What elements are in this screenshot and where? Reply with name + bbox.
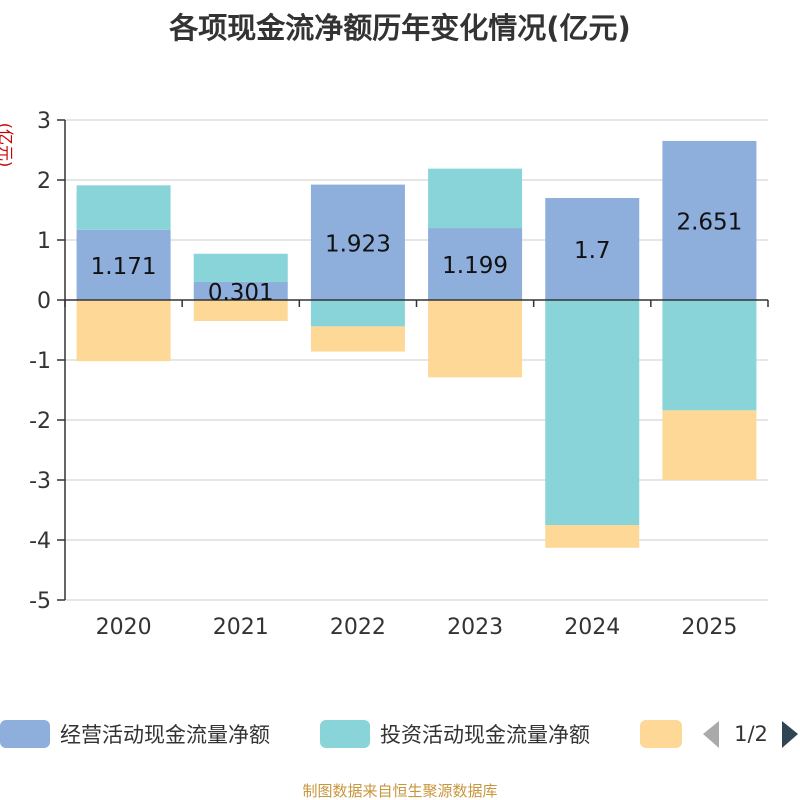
legend-label: 经营活动现金流量净额 xyxy=(60,723,270,747)
x-tick-label-2020: 2020 xyxy=(96,615,152,640)
bar-2022-series-0 xyxy=(310,184,405,300)
legend-prev-icon[interactable] xyxy=(703,721,719,748)
y-axis-label: (亿元) xyxy=(0,123,15,168)
bar-2025-series-2 xyxy=(662,410,757,480)
bar-2024-series-0 xyxy=(545,198,640,300)
y-tick-label: -5 xyxy=(29,589,51,614)
bar-2024-series-2 xyxy=(545,525,640,548)
data-label-2023: 1.199 xyxy=(442,253,508,279)
data-label-2021: 0.301 xyxy=(208,280,274,306)
y-tick-label: -4 xyxy=(29,529,51,554)
bars xyxy=(76,140,757,548)
x-tick-label-2021: 2021 xyxy=(213,615,269,640)
legend-item-1[interactable]: 投资活动现金流量净额 xyxy=(320,720,590,748)
source-note: 制图数据来自恒生聚源数据库 xyxy=(302,782,497,800)
bar-2021-series-2 xyxy=(193,300,288,321)
x-tick-label-2025: 2025 xyxy=(681,615,737,640)
y-tick-label: 2 xyxy=(37,169,51,194)
legend-label: 投资活动现金流量净额 xyxy=(380,723,590,747)
bar-2025-series-1 xyxy=(662,300,757,411)
legend: 经营活动现金流量净额 投资活动现金流量净额 1/2 xyxy=(0,720,798,748)
bar-2023-series-1 xyxy=(428,168,523,229)
legend-swatch xyxy=(320,720,370,748)
y-tick-label: -3 xyxy=(29,469,51,494)
data-labels: 1.171 0.301 1.923 1.199 1.7 2.651 xyxy=(91,209,743,306)
y-tick-label: -2 xyxy=(29,409,51,434)
data-label-2024: 1.7 xyxy=(574,238,611,264)
x-tick-label-2023: 2023 xyxy=(447,615,503,640)
y-tick-label: 0 xyxy=(37,289,51,314)
legend-item-2[interactable] xyxy=(640,720,682,748)
bar-2021-series-1 xyxy=(193,253,288,282)
bar-2020-series-0 xyxy=(76,229,171,300)
bar-2023-series-0 xyxy=(428,228,523,300)
legend-next-icon[interactable] xyxy=(782,721,798,748)
x-tick-label-2024: 2024 xyxy=(564,615,620,640)
legend-item-0[interactable]: 经营活动现金流量净额 xyxy=(0,720,270,748)
bar-2021-series-0 xyxy=(193,281,288,300)
y-tick-label: 1 xyxy=(37,229,51,254)
bar-2024-series-1 xyxy=(545,300,640,525)
bar-2022-series-1 xyxy=(310,300,405,327)
y-tick-label: -1 xyxy=(29,349,51,374)
data-label-2020: 1.171 xyxy=(91,254,157,280)
y-tick-label: 3 xyxy=(37,109,51,134)
bar-2023-series-2 xyxy=(428,300,523,378)
bar-2020-series-1 xyxy=(76,185,171,230)
chart-title: 各项现金流净额历年变化情况(亿元) xyxy=(168,11,631,45)
data-label-2022: 1.923 xyxy=(325,231,391,257)
legend-page: 1/2 xyxy=(734,722,768,746)
legend-swatch xyxy=(640,720,682,748)
x-tick-label-2022: 2022 xyxy=(330,615,386,640)
axes: 3 2 1 0 -1 -2 -3 -4 -5 2020 2021 2022 2023 2024 2025 xyxy=(29,109,769,640)
data-label-2025: 2.651 xyxy=(676,209,742,235)
legend-swatch xyxy=(0,720,50,748)
bar-2025-series-0 xyxy=(662,140,757,300)
bar-2020-series-2 xyxy=(76,300,171,362)
bar-2022-series-2 xyxy=(310,326,405,352)
